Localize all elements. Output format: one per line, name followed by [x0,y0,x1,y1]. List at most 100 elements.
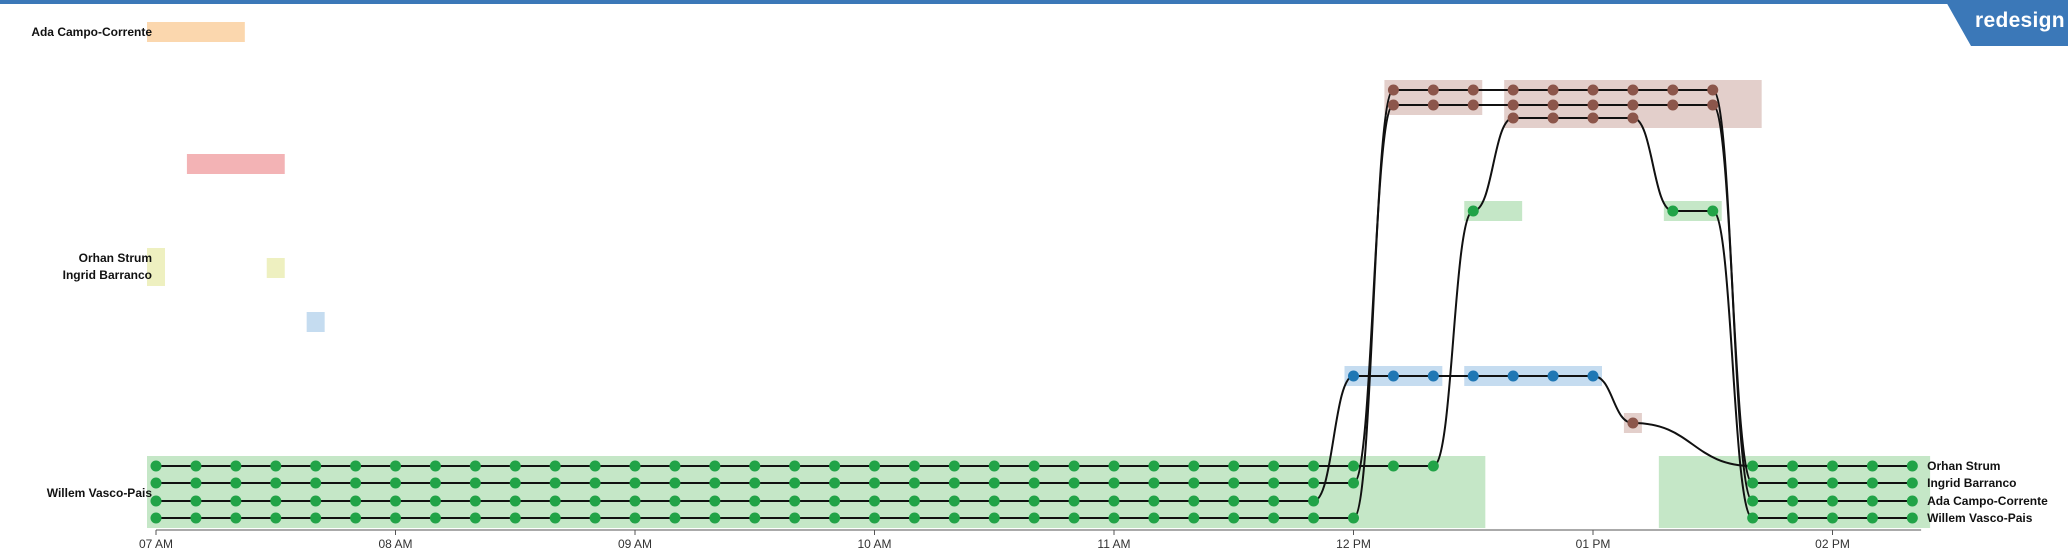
stop-point-orhan-strum [589,495,601,507]
stop-point-ada-campo-corrente [390,512,401,524]
right-label-orhan-strum: Orhan Strum [1927,459,2000,473]
x-tick-label: 11 AM [1097,537,1130,551]
stop-point-ingrid-barranco [1627,99,1639,111]
stop-point-willem-vasco-pais [589,460,601,472]
stop-point-ingrid-barranco [948,477,960,489]
stop-points [150,84,1918,524]
stop-point-willem-vasco-pais [1467,205,1479,217]
stop-point-orhan-strum [988,495,1000,507]
location-band-yellow-2 [147,248,165,286]
stop-point-ada-campo-corrente [1108,512,1120,524]
stop-point-ingrid-barranco [749,477,761,489]
stop-point-ingrid-barranco [709,477,721,489]
stop-point-willem-vasco-pais [1667,205,1679,217]
stop-point-ingrid-barranco [1467,99,1479,111]
location-band-yellow-3 [266,258,285,278]
stop-point-willem-vasco-pais [1348,460,1359,472]
stop-point-ingrid-barranco [1866,477,1878,489]
stop-point-ingrid-barranco [469,477,481,489]
x-tick-label: 09 AM [618,537,652,551]
stop-point-ingrid-barranco [150,477,162,489]
x-tick-label: 07 AM [139,537,173,551]
stop-point-ingrid-barranco [390,477,401,489]
stop-point-orhan-strum [829,495,841,507]
stop-point-ada-campo-corrente [789,512,801,524]
stop-point-ingrid-barranco [1268,477,1280,489]
stop-point-orhan-strum [1467,370,1479,382]
stop-point-ingrid-barranco [1028,477,1040,489]
stop-point-willem-vasco-pais [749,460,761,472]
stop-point-orhan-strum [1747,460,1759,472]
stop-point-orhan-strum [150,495,162,507]
stop-point-willem-vasco-pais [1587,112,1599,124]
stop-point-orhan-strum [1427,370,1439,382]
stop-point-orhan-strum [789,495,801,507]
stop-point-orhan-strum [1627,417,1639,429]
stop-point-orhan-strum [1827,460,1838,472]
stop-point-willem-vasco-pais [1547,112,1559,124]
stop-point-willem-vasco-pais [1188,460,1200,472]
stop-point-ingrid-barranco [1827,477,1838,489]
stop-point-ingrid-barranco [589,477,601,489]
stop-point-willem-vasco-pais [549,460,561,472]
stop-point-orhan-strum [190,495,202,507]
stop-point-ingrid-barranco [669,477,681,489]
stop-point-orhan-strum [549,495,561,507]
stop-point-ingrid-barranco [1507,99,1519,111]
stop-point-ada-campo-corrente [1827,495,1838,507]
stop-point-orhan-strum [230,495,242,507]
track-orhan-strum [156,375,1913,502]
stop-point-ada-campo-corrente [549,512,561,524]
right-label-ingrid-barranco: Ingrid Barranco [1927,476,2016,490]
stop-point-orhan-strum [1507,370,1519,382]
location-band-orange-0 [147,22,245,42]
stop-point-orhan-strum [1148,495,1160,507]
track-ada-campo-corrente [156,89,1913,519]
stop-point-willem-vasco-pais [190,460,202,472]
stop-point-ingrid-barranco [829,477,841,489]
stop-point-ada-campo-corrente [1028,512,1040,524]
stop-point-ingrid-barranco [988,477,1000,489]
stop-point-orhan-strum [869,495,880,507]
top-accent-bar [0,0,2068,4]
stop-point-ingrid-barranco [190,477,202,489]
stop-point-ada-campo-corrente [509,512,521,524]
stop-point-orhan-strum [1188,495,1200,507]
stop-point-ada-campo-corrente [1387,84,1399,96]
stop-point-orhan-strum [1308,495,1320,507]
stop-point-orhan-strum [1108,495,1120,507]
stop-point-ingrid-barranco [1707,99,1719,111]
stop-point-orhan-strum [1228,495,1240,507]
stop-point-willem-vasco-pais [1028,460,1040,472]
stop-point-orhan-strum [469,495,481,507]
stop-point-orhan-strum [1068,495,1080,507]
stop-point-ada-campo-corrente [310,512,322,524]
x-tick-label: 02 PM [1815,537,1850,551]
left-label-willem-vasco-pais: Willem Vasco-Pais [47,486,153,500]
x-tick-label: 01 PM [1576,537,1611,551]
stop-point-ada-campo-corrente [829,512,841,524]
stop-point-willem-vasco-pais [869,460,880,472]
right-label-ada-campo-corrente: Ada Campo-Corrente [1927,494,2048,508]
location-band-blue-4 [306,312,325,332]
stop-point-willem-vasco-pais [988,460,1000,472]
stop-point-orhan-strum [1906,460,1918,472]
stop-point-ingrid-barranco [1308,477,1320,489]
stop-point-ingrid-barranco [549,477,561,489]
stop-point-orhan-strum [1866,460,1878,472]
stop-point-ada-campo-corrente [469,512,481,524]
stop-point-willem-vasco-pais [150,460,162,472]
stop-point-orhan-strum [1587,370,1599,382]
stop-point-ingrid-barranco [1188,477,1200,489]
stop-point-ingrid-barranco [629,477,641,489]
track-willem-vasco-pais [156,117,1913,519]
stop-point-orhan-strum [1787,460,1799,472]
stop-point-willem-vasco-pais [1427,460,1439,472]
stop-point-willem-vasco-pais [1787,512,1799,524]
stop-point-willem-vasco-pais [829,460,841,472]
stop-point-orhan-strum [509,495,521,507]
track-ingrid-barranco [156,104,1913,484]
stop-point-ada-campo-corrente [1228,512,1240,524]
stop-point-orhan-strum [1547,370,1559,382]
stop-point-willem-vasco-pais [1906,512,1918,524]
